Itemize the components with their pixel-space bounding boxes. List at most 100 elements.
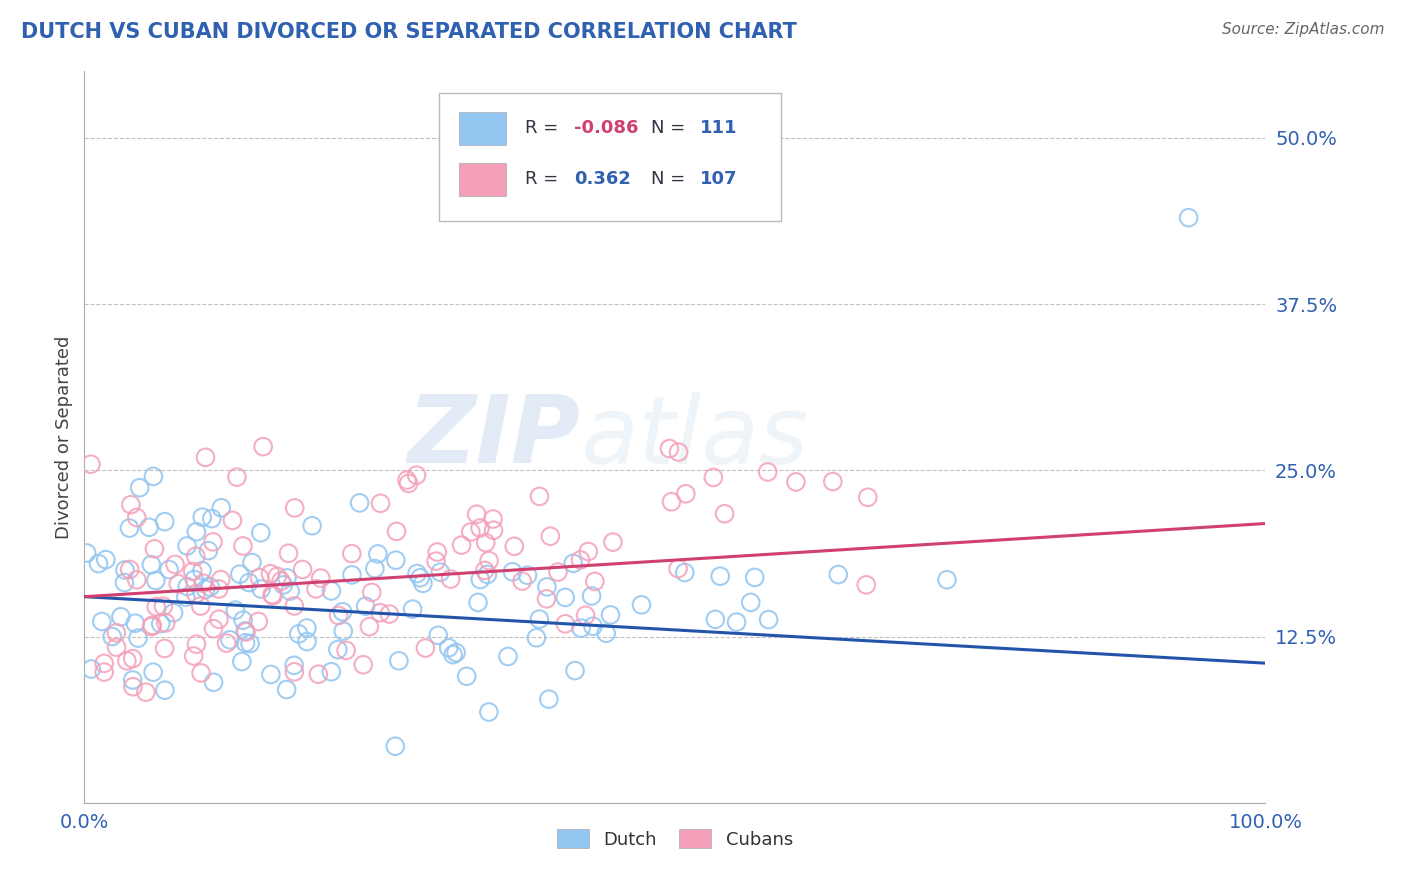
Point	[249, 571, 271, 585]
Point	[378, 607, 401, 621]
Point	[576, 544, 599, 558]
Point	[482, 512, 505, 526]
Text: Source: ZipAtlas.com: Source: ZipAtlas.com	[1222, 22, 1385, 37]
Point	[252, 440, 274, 454]
Point	[208, 612, 231, 626]
Point	[208, 582, 231, 596]
Point	[135, 685, 157, 699]
Point	[725, 615, 748, 629]
Point	[385, 553, 408, 567]
Point	[149, 616, 172, 631]
Text: R =: R =	[524, 119, 564, 136]
Point	[110, 609, 132, 624]
Point	[537, 692, 560, 706]
Point	[429, 565, 451, 579]
Point	[143, 541, 166, 556]
Point	[201, 535, 224, 549]
Text: 107: 107	[700, 169, 737, 188]
Point	[93, 665, 115, 679]
Point	[368, 606, 391, 620]
Point	[197, 543, 219, 558]
Point	[415, 640, 437, 655]
Point	[94, 552, 117, 566]
Point	[529, 612, 551, 626]
Point	[340, 547, 363, 561]
Point	[125, 573, 148, 587]
Point	[291, 562, 314, 576]
Point	[176, 580, 198, 594]
Point	[105, 625, 128, 640]
Point	[80, 662, 103, 676]
Point	[335, 643, 357, 657]
Point	[198, 580, 221, 594]
Point	[190, 599, 212, 613]
Point	[460, 524, 482, 539]
Point	[167, 576, 190, 591]
Point	[235, 636, 257, 650]
Point	[202, 622, 225, 636]
Point	[93, 657, 115, 671]
Point	[562, 557, 585, 571]
Point	[232, 539, 254, 553]
Point	[467, 595, 489, 609]
Point	[668, 445, 690, 459]
Point	[186, 524, 208, 539]
Point	[121, 673, 143, 687]
Point	[153, 683, 176, 698]
Point	[145, 574, 167, 588]
Point	[855, 578, 877, 592]
Point	[141, 558, 163, 572]
Point	[80, 457, 103, 471]
Point	[510, 574, 533, 588]
Point	[704, 612, 727, 626]
Point	[405, 468, 427, 483]
Point	[709, 569, 731, 583]
Point	[142, 469, 165, 483]
Point	[477, 567, 499, 582]
Point	[87, 557, 110, 571]
Text: 0.362: 0.362	[575, 169, 631, 188]
Point	[176, 539, 198, 553]
Text: N =: N =	[651, 119, 692, 136]
Point	[569, 621, 592, 635]
Point	[105, 640, 128, 655]
Point	[827, 567, 849, 582]
Point	[194, 450, 217, 465]
Text: -0.086: -0.086	[575, 119, 638, 136]
Point	[321, 583, 343, 598]
Point	[184, 587, 207, 601]
Point	[332, 624, 354, 638]
Point	[262, 589, 284, 603]
Point	[468, 521, 491, 535]
Point	[326, 642, 349, 657]
Point	[127, 631, 149, 645]
Point	[283, 665, 305, 679]
Point	[121, 651, 143, 665]
Point	[186, 637, 208, 651]
Point	[194, 582, 217, 597]
Point	[332, 605, 354, 619]
Point	[630, 598, 652, 612]
Point	[425, 554, 447, 568]
Point	[328, 608, 350, 623]
Point	[138, 520, 160, 534]
Point	[441, 648, 464, 662]
Point	[128, 481, 150, 495]
Point	[162, 606, 184, 620]
Point	[673, 566, 696, 580]
Point	[370, 496, 392, 510]
Point	[354, 599, 377, 614]
Point	[181, 565, 204, 579]
Point	[482, 523, 505, 537]
Point	[526, 631, 548, 645]
Point	[249, 525, 271, 540]
Point	[273, 578, 295, 592]
Point	[599, 607, 621, 622]
Point	[305, 582, 328, 596]
Y-axis label: Divorced or Separated: Divorced or Separated	[55, 335, 73, 539]
Point	[821, 475, 844, 489]
Point	[193, 576, 215, 591]
Point	[595, 626, 617, 640]
Point	[702, 470, 724, 484]
FancyBboxPatch shape	[458, 163, 506, 195]
